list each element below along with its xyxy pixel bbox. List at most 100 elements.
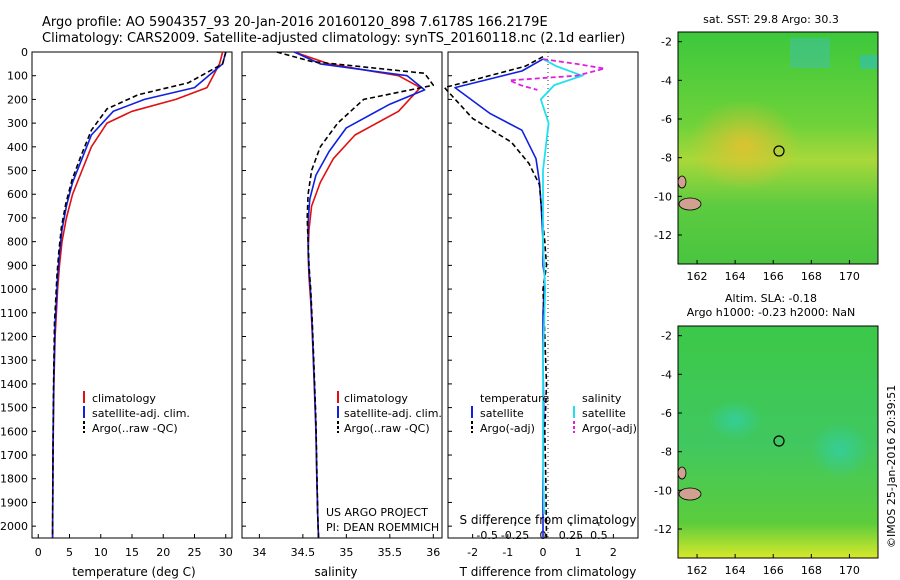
map-x-tick-label: 168 — [801, 564, 822, 577]
series-line-argo — [51, 51, 227, 539]
map-x-tick-label: 162 — [687, 270, 708, 283]
map-x-tick-label: 170 — [839, 270, 860, 283]
map-y-tick-label: -6 — [661, 113, 672, 126]
x-tick-label: 10 — [94, 546, 108, 559]
map-x-tick-label: 170 — [839, 564, 860, 577]
credit-text: ©IMOS 25-Jan-2016 20:39:51 — [885, 385, 898, 548]
difference-xlabel: T difference from climatology — [459, 565, 637, 579]
depth-axis: 0 100 200 300 400 500 600 700 800 900 1000 1100 1200… — [0, 46, 452, 533]
legend-salinity-header: salinity — [582, 392, 622, 405]
temperature-panel-frame — [31, 51, 233, 539]
sst-map — [677, 31, 879, 265]
x-tick-label: 15 — [125, 546, 139, 559]
depth-tick-label: 800 — [7, 236, 28, 249]
legend-s-satellite: satellite — [582, 407, 626, 420]
x-tick-label: 36 — [426, 546, 440, 559]
map-y-tick-label: -8 — [661, 446, 672, 459]
depth-tick-label: 1900 — [0, 496, 28, 509]
map-x-tick-label: 166 — [763, 270, 784, 283]
series-line-t-satellite — [454, 58, 546, 538]
depth-tick-label: 200 — [7, 93, 28, 106]
sst-cool-patch — [860, 55, 878, 69]
depth-tick-label: 1200 — [0, 330, 28, 343]
series-line-s-argo — [509, 58, 605, 91]
map-x-tick-label: 162 — [687, 564, 708, 577]
sla-high-patch — [810, 422, 870, 478]
x-tick-label: 35.5 — [378, 546, 403, 559]
map-y-tick-label: -2 — [661, 36, 672, 49]
depth-tick-label: 1000 — [0, 283, 28, 296]
x-tick-label: 0 — [35, 546, 42, 559]
salinity-xlabel: salinity — [314, 565, 357, 579]
x-tick-label: 34.5 — [291, 546, 316, 559]
sla-map-title-1: Altim. SLA: -0.18 — [725, 292, 817, 305]
header-line-2: Climatology: CARS2009. Satellite-adjuste… — [42, 31, 625, 46]
x-tick-label: 25 — [188, 546, 202, 559]
difference-x-axis: -2 -1 0 1 2 — [467, 534, 617, 559]
legend-argo: Argo(..raw -QC) — [92, 422, 178, 435]
sla-map-frame — [677, 325, 879, 559]
x-tick-label: 20 — [156, 546, 170, 559]
legend-satellite: satellite-adj. clim. — [92, 407, 190, 420]
depth-tick-label: 1400 — [0, 378, 28, 391]
temperature-legend: climatology satellite-adj. clim. Argo(..… — [83, 391, 190, 435]
x-tick-label: -0.25 — [501, 529, 529, 542]
sla-high-patch — [707, 400, 763, 440]
island-shape — [678, 487, 702, 501]
island-shape — [677, 175, 687, 189]
pi-note: PI: DEAN ROEMMICH — [326, 521, 439, 534]
depth-tick-label: 300 — [7, 117, 28, 130]
sla-map — [677, 325, 879, 559]
temperature-x-axis: 0 5 10 15 20 25 30 — [35, 534, 233, 559]
depth-tick-label: 2000 — [0, 520, 28, 533]
difference-lines — [443, 55, 605, 539]
sla-map-title-2: Argo h1000: -0.23 h2000: NaN — [687, 306, 856, 319]
series-line-climatology — [293, 51, 422, 539]
depth-tick-label: 500 — [7, 165, 28, 178]
salinity-legend: climatology satellite-adj. clim. Argo(..… — [326, 391, 442, 534]
series-line-s-satellite — [539, 58, 585, 515]
x-tick-label: 5 — [66, 546, 73, 559]
map-y-tick-label: -10 — [654, 190, 672, 203]
map-y-tick-label: -8 — [661, 152, 672, 165]
salinity-x-axis: 34 34.5 35 35.5 36 — [252, 534, 440, 559]
temperature-xlabel: temperature (deg C) — [72, 565, 195, 579]
depth-tick-label: 0 — [21, 46, 28, 59]
legend-satellite: satellite-adj. clim. — [344, 407, 442, 420]
header-line-1: Argo profile: AO 5904357_93 20-Jan-2016 … — [42, 15, 548, 30]
temperature-lines — [51, 51, 227, 539]
map-y-tick-label: -4 — [661, 74, 672, 87]
sst-map-frame — [677, 31, 879, 265]
legend-argo: Argo(..raw -QC) — [344, 422, 430, 435]
series-line-satellite — [293, 51, 426, 539]
depth-tick-label: 1500 — [0, 402, 28, 415]
project-note: US ARGO PROJECT — [326, 506, 428, 519]
x-tick-label: 34 — [252, 546, 266, 559]
depth-tick-label: 700 — [7, 212, 28, 225]
x-tick-label: 35 — [339, 546, 353, 559]
x-tick-label: -1 — [502, 546, 513, 559]
series-line-t-argo — [443, 55, 548, 539]
x-tick-label: -2 — [467, 546, 478, 559]
x-tick-label: 2 — [610, 546, 617, 559]
map-y-tick-label: -2 — [661, 330, 672, 343]
depth-tick-label: 1800 — [0, 473, 28, 486]
series-line-argo — [276, 51, 435, 539]
depth-tick-label: 1600 — [0, 425, 28, 438]
sst-warm-patch — [680, 80, 840, 210]
depth-tick-label: 100 — [7, 70, 28, 83]
series-line-satellite — [51, 51, 227, 539]
depth-tick-label: 1100 — [0, 307, 28, 320]
map-y-tick-label: -4 — [661, 368, 672, 381]
depth-tick-label: 600 — [7, 188, 28, 201]
legend-s-argo: Argo(-adj) — [582, 422, 637, 435]
x-tick-label: 1 — [575, 546, 582, 559]
x-tick-label: 0.5 — [590, 529, 608, 542]
legend-t-argo: Argo(-adj) — [480, 422, 535, 435]
argo-location-marker — [773, 435, 785, 447]
map-x-tick-label: 166 — [763, 564, 784, 577]
map-x-tick-label: 164 — [725, 564, 746, 577]
depth-tick-label: 1700 — [0, 449, 28, 462]
depth-tick-label: 400 — [7, 141, 28, 154]
